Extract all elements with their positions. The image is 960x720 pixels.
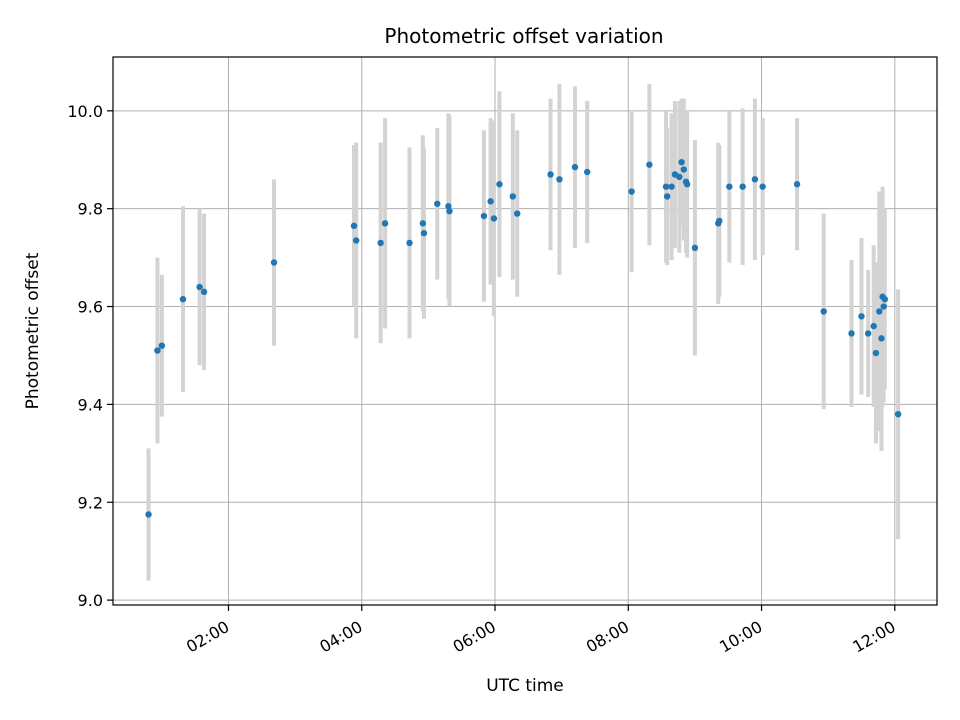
data-point [420,229,428,237]
data-point [662,183,670,190]
data-point [872,349,880,357]
data-point [353,237,360,244]
data-point [876,308,883,315]
data-point [870,322,877,330]
data-point [739,183,746,190]
data-point [864,330,872,337]
data-point [445,203,452,210]
data-point [726,183,733,190]
data-point [691,244,699,252]
data-point [179,295,187,303]
data-point [547,171,554,178]
data-point [793,181,801,188]
data-point [480,212,488,220]
data-point [490,215,498,222]
y-axis: 9.0 9.2 9.4 9.6 9.8 10.0 [67,102,113,610]
data-point [434,200,441,207]
data-point [381,220,389,227]
data-points [145,158,902,518]
data-point [406,239,413,247]
data-point [751,176,759,183]
data-point [377,239,384,247]
data-point [154,347,161,354]
y-tick-label: 9.4 [78,395,103,414]
data-point [668,183,675,190]
data-point [683,181,691,188]
data-point [820,308,827,315]
data-point [676,173,683,181]
data-point [446,207,453,215]
data-point [716,217,723,225]
y-axis-label: Photometric offset [23,252,43,409]
x-axis-label: UTC time [486,676,564,696]
data-point [419,220,427,227]
y-tick-label: 9.0 [78,591,103,610]
data-point [759,183,766,190]
data-point [487,198,494,205]
data-point [858,313,865,320]
data-point [514,210,521,217]
plot-frame [112,56,938,606]
data-point [848,330,855,337]
data-point [678,158,685,166]
data-point [583,168,591,176]
data-point [646,161,653,168]
data-point [509,193,516,200]
data-point [881,295,889,303]
data-point [680,166,688,173]
data-point [200,288,208,296]
data-point [880,303,887,310]
data-point [158,342,166,349]
data-point [663,193,671,200]
data-point [571,163,579,171]
data-point [145,511,152,518]
data-point [270,259,278,266]
data-point [894,410,902,418]
y-tick-label: 9.8 [78,200,103,219]
data-point [628,188,635,195]
y-tick-label: 10.0 [67,102,103,121]
data-point [196,283,203,291]
y-tick-label: 9.2 [78,493,103,512]
data-point [878,335,885,342]
data-point [350,222,358,230]
data-point [556,176,563,183]
data-point [496,181,503,188]
y-tick-label: 9.6 [78,298,103,317]
chart-title: Photometric offset variation [384,24,663,48]
